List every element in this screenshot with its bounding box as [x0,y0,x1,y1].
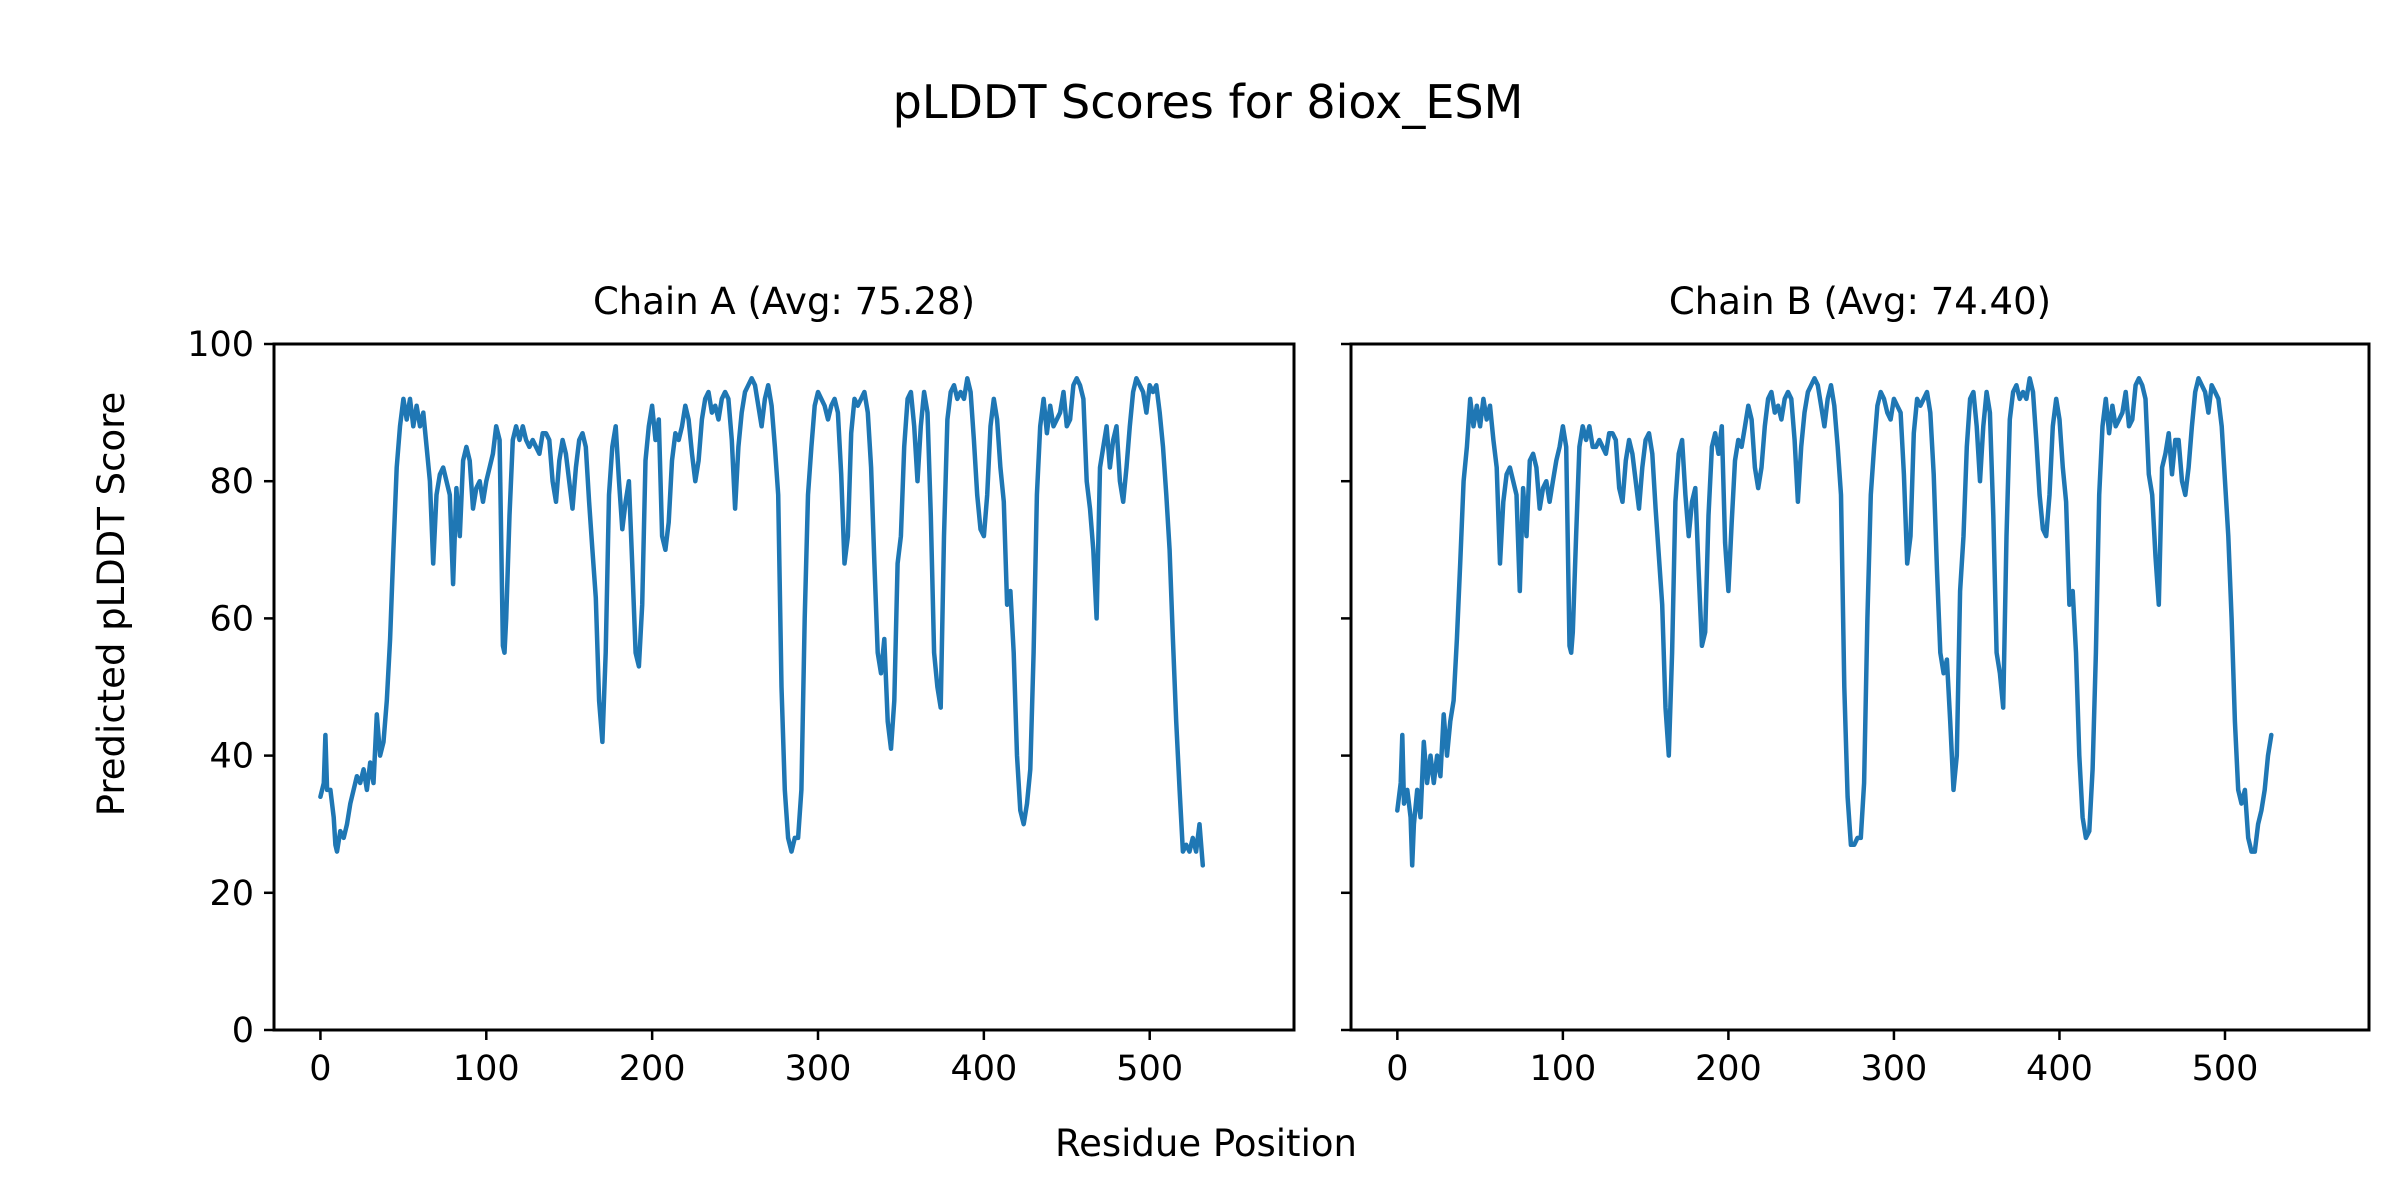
x-tick-label-a-300: 300 [785,1049,852,1089]
panel-title-chain-b: Chain B (Avg: 74.40) [1669,280,2051,323]
y-tick-label-0: 0 [232,1011,254,1051]
ticks-chain-b: 0 100 200 300 400 500 [1341,342,2259,1089]
y-axis-label: Predicted pLDDT Score [90,392,133,817]
x-tick-label-b-400: 400 [2026,1049,2093,1089]
x-tick-label-a-100: 100 [453,1049,520,1089]
y-tick-label-20: 20 [209,874,254,914]
y-tick-label-80: 80 [209,462,254,502]
x-tick-label-a-200: 200 [619,1049,686,1089]
axes-frame-chain-b [1349,342,2371,1032]
series-line-chain-a [318,376,1206,868]
chart-title: pLDDT Scores for 8iox_ESM [893,75,1524,129]
x-tick-label-b-300: 300 [1861,1049,1928,1089]
panel-chain-b: Chain B (Avg: 74.40) 0 100 200 300 400 500 [1341,280,2371,1089]
y-tick-label-40: 40 [209,737,254,777]
ticks-chain-a: 0 100 200 300 400 500 0 20 40 60 80 100 [187,325,1183,1089]
y-tick-label-60: 60 [209,599,254,639]
x-tick-label-a-0: 0 [309,1049,331,1089]
series-line-chain-b [1395,376,2274,868]
x-tick-label-b-500: 500 [2192,1049,2259,1089]
panel-chain-a: Chain A (Avg: 75.28) 0 100 200 300 400 500 0 20… [187,280,1296,1089]
x-tick-label-b-200: 200 [1695,1049,1762,1089]
axes-frame-chain-a [272,342,1296,1032]
x-tick-label-b-0: 0 [1386,1049,1408,1089]
y-tick-label-100: 100 [187,325,254,365]
x-tick-label-b-100: 100 [1529,1049,1596,1089]
panel-title-chain-a: Chain A (Avg: 75.28) [593,280,975,323]
x-tick-label-a-500: 500 [1116,1049,1183,1089]
x-tick-label-a-400: 400 [950,1049,1017,1089]
x-axis-label: Residue Position [1055,1122,1357,1165]
